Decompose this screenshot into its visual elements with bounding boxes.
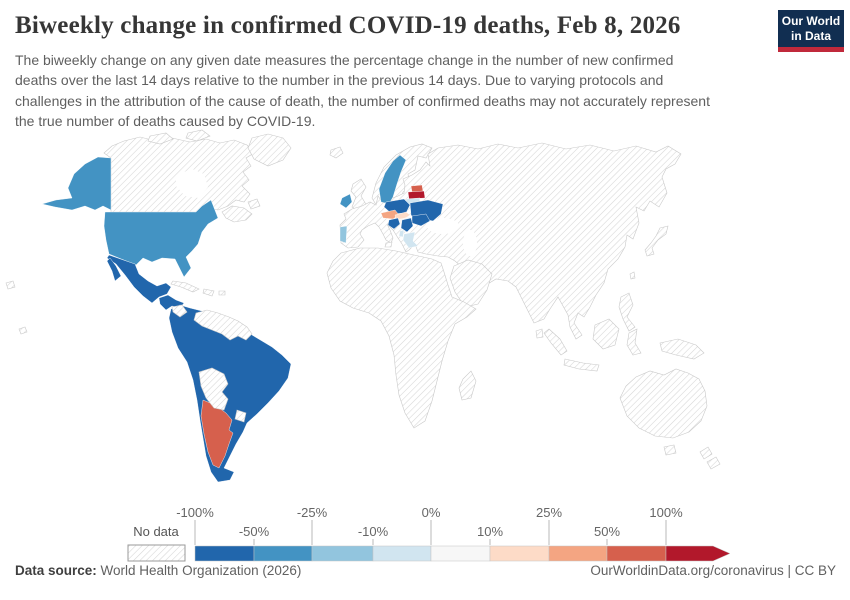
hudson-bay (176, 169, 208, 198)
tick-label: -50% (239, 524, 270, 539)
caspian-sea (463, 230, 477, 256)
region-iceland (329, 146, 344, 159)
region-arabia (449, 259, 493, 308)
region-puerto-rico (218, 290, 226, 296)
region-new-zealand-south (706, 456, 721, 470)
region-japan (644, 225, 669, 257)
region-nicaragua (171, 304, 188, 318)
region-greenland (247, 133, 292, 167)
legend-bin-0[interactable] (194, 545, 255, 562)
data-source: Data source: World Health Organization (… (15, 563, 301, 581)
tick-label: 0% (422, 505, 441, 520)
region-philippines (618, 292, 636, 332)
country-argentina[interactable] (200, 399, 234, 469)
no-data-landmasses (5, 129, 721, 470)
region-new-zealand-north (699, 446, 713, 460)
legend-bin-5[interactable] (489, 545, 550, 562)
data-source-label: Data source: (15, 563, 97, 578)
map-legend: No data -100% -50% -25% -10% 0% 10% 25% … (127, 505, 731, 562)
region-hawaii (5, 280, 16, 290)
region-bolivia-paraguay (198, 367, 229, 411)
country-estonia[interactable] (410, 184, 424, 193)
no-data-label: No data (133, 524, 179, 539)
region-arctic-island-1 (147, 132, 174, 145)
owid-logo-text: Our World in Data (782, 14, 840, 43)
region-pacific-island (18, 326, 28, 335)
legend-bin-6[interactable] (548, 545, 608, 562)
chart-subtitle: The biweekly change on any given date me… (15, 52, 710, 129)
region-africa (326, 247, 477, 429)
legend-bin-4[interactable] (430, 545, 491, 562)
region-venezuela-guyanas (193, 309, 253, 341)
country-mexico-baja[interactable] (106, 257, 122, 282)
region-taiwan (629, 271, 636, 280)
water-bodies (176, 169, 477, 256)
country-sweden[interactable] (378, 154, 407, 205)
region-new-guinea (659, 338, 705, 360)
region-madagascar (458, 370, 477, 401)
region-uruguay (234, 409, 247, 423)
owid-logo-line1: Our World (781, 13, 841, 28)
tick-label: 50% (594, 524, 620, 539)
country-croatia[interactable] (387, 217, 401, 230)
region-sumatra (543, 328, 568, 356)
region-sulawesi (626, 328, 642, 356)
region-java (563, 358, 600, 372)
legend-bin-2[interactable] (311, 545, 374, 562)
legend-bin-7[interactable] (606, 545, 667, 562)
colored-countries (41, 154, 444, 483)
region-borneo (592, 318, 620, 350)
region-arctic-island-2 (185, 129, 211, 142)
region-sicily (384, 241, 393, 248)
tick-label: -25% (297, 505, 328, 520)
tick-label: 100% (649, 505, 683, 520)
country-alaska[interactable] (41, 156, 112, 211)
no-data-swatch[interactable] (127, 544, 186, 562)
region-newfoundland (247, 198, 261, 210)
country-serbia[interactable] (400, 217, 414, 233)
country-mexico[interactable] (106, 254, 172, 304)
tick-label: -100% (176, 505, 214, 520)
tick-label: 10% (477, 524, 503, 539)
no-data-overlays (171, 304, 253, 423)
region-cuba (170, 280, 200, 293)
region-sri-lanka (535, 328, 544, 339)
owid-logo-line2: in Data (790, 28, 831, 43)
region-australia (619, 368, 708, 439)
chart-footer: Data source: World Health Organization (… (15, 563, 836, 581)
data-source-value: World Health Organization (2026) (96, 563, 302, 578)
legend-bin-3[interactable] (372, 545, 432, 562)
region-eurasia (339, 142, 682, 340)
credit-link[interactable]: OurWorldinData.org/coronavirus | CC BY (590, 563, 836, 578)
country-albania[interactable] (398, 229, 405, 238)
region-maritimes (221, 205, 253, 223)
country-greece[interactable] (402, 231, 419, 249)
owid-logo[interactable]: Our World in Data (778, 10, 844, 52)
country-portugal[interactable] (339, 225, 348, 244)
tick-label: -10% (358, 524, 389, 539)
legend-bin-1[interactable] (253, 545, 313, 562)
region-hispaniola (202, 288, 215, 297)
tick-label: 25% (536, 505, 562, 520)
legend-bin-8-arrow[interactable] (665, 545, 731, 562)
region-tasmania (663, 444, 677, 456)
black-sea (427, 218, 459, 234)
page-title: Biweekly change in confirmed COVID-19 de… (15, 12, 681, 39)
country-latvia[interactable] (407, 190, 426, 200)
country-ireland[interactable] (339, 193, 353, 209)
